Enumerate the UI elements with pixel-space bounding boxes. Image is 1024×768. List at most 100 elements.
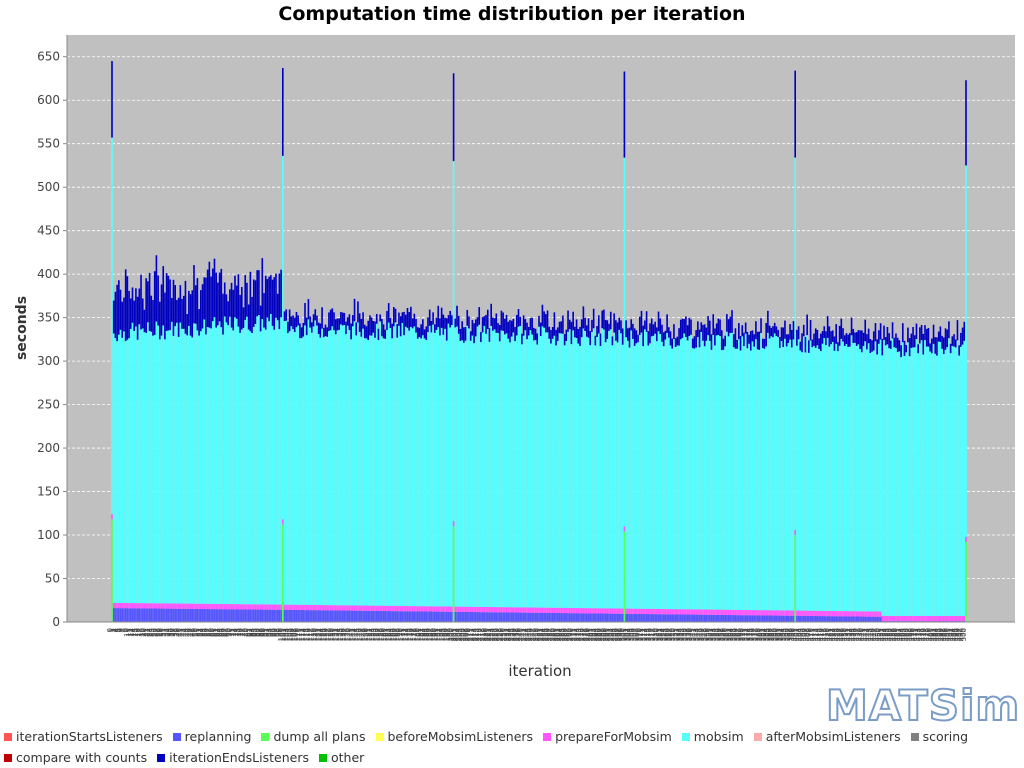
bar-mobsim: [702, 340, 704, 610]
bar-iterationendslisteners: [200, 290, 202, 332]
bar-iterationendslisteners: [642, 325, 644, 347]
bar-iterationendslisteners: [485, 314, 487, 334]
bar-mobsim: [779, 347, 781, 611]
bar-prepareformobsim: [435, 606, 438, 612]
bar-mobsim: [299, 338, 301, 605]
bar-prepareformobsim: [174, 603, 177, 609]
bar-mobsim: [369, 335, 371, 606]
bar-iterationendslisteners: [586, 325, 588, 337]
bar-dump-all-plans: [623, 531, 626, 622]
x-tick-label: 419: [822, 628, 830, 641]
bar-mobsim: [900, 357, 902, 616]
bar-prepareformobsim: [797, 610, 800, 616]
bar-replanning: [172, 608, 175, 622]
bar-mobsim: [741, 336, 744, 610]
bar-iterationendslisteners: [396, 324, 399, 338]
bar-iterationendslisteners: [215, 272, 217, 328]
bar-iterationendslisteners: [526, 322, 528, 340]
bar-replanning: [802, 615, 805, 622]
x-tick-label: 294: [608, 627, 616, 641]
bar-iterationendslisteners: [790, 329, 793, 348]
bar-prepareformobsim: [577, 608, 580, 614]
bar-replanning: [731, 615, 733, 622]
x-tick-label: 344: [694, 627, 702, 641]
bar-mobsim: [835, 343, 838, 612]
bar-mobsim: [722, 349, 725, 610]
bar-prepareformobsim: [352, 605, 354, 611]
bar-mobsim: [953, 346, 955, 616]
bar-prepareformobsim: [218, 603, 221, 610]
bar-prepareformobsim: [425, 606, 428, 612]
bar-mobsim: [367, 340, 370, 606]
bar-mobsim: [358, 331, 361, 606]
x-tick-label: 222: [485, 628, 493, 641]
bar-mobsim: [632, 338, 634, 609]
bar-mobsim: [184, 333, 187, 604]
bar-prepareformobsim: [299, 604, 301, 611]
x-tick-label: 445: [866, 628, 874, 641]
bar-replanning: [644, 614, 646, 622]
bar-mobsim: [563, 345, 566, 608]
x-tick-label: 146: [355, 627, 363, 641]
bar-mobsim: [828, 346, 831, 611]
bar-iterationendslisteners: [700, 322, 703, 332]
bar-iterationendslisteners: [232, 289, 235, 331]
bar-prepareformobsim: [459, 606, 462, 612]
bar-iterationendslisteners: [422, 319, 424, 336]
bar-prepareformobsim: [761, 610, 764, 616]
bar-mobsim: [758, 349, 761, 611]
bar-prepareformobsim: [912, 615, 914, 622]
bar-prepareformobsim: [825, 610, 827, 617]
bar-replanning: [247, 609, 250, 622]
x-tick-label: 84: [249, 627, 257, 636]
bar-iterationendslisteners: [913, 335, 916, 348]
bar-mobsim: [946, 347, 949, 616]
bar-replanning: [763, 615, 766, 622]
bar-iterationendslisteners: [302, 322, 305, 337]
bar-prepareformobsim: [466, 606, 469, 612]
bar-replanning: [715, 614, 718, 622]
bar-prepareformobsim: [784, 610, 786, 616]
bar-iterationendslisteners: [114, 291, 117, 339]
bar-mobsim: [410, 327, 412, 607]
bar-iterationendslisteners: [481, 317, 484, 333]
bar-mobsim: [254, 323, 257, 605]
bar-iterationendslisteners: [852, 328, 855, 343]
bar-mobsim: [661, 341, 663, 610]
bar-replanning: [459, 611, 462, 622]
bar-mobsim: [319, 337, 322, 606]
legend-label: beforeMobsimListeners: [387, 729, 534, 744]
x-tick-label: 190: [431, 628, 439, 641]
bar-mobsim: [316, 325, 318, 606]
bar-iterationendslisteners: [252, 279, 255, 327]
bar-iterationendslisteners: [333, 312, 335, 331]
bar-replanning: [799, 615, 802, 622]
bar-replanning: [862, 616, 865, 622]
x-tick-label: 422: [827, 628, 835, 641]
bar-prepareformobsim: [205, 603, 207, 610]
legend-swatch: [375, 732, 384, 741]
bar-mobsim: [200, 331, 202, 604]
x-tick-label: 424: [830, 627, 838, 641]
bar-iterationendslisteners: [435, 317, 438, 330]
bar-prepareformobsim: [731, 609, 733, 616]
bar-iterationendslisteners: [365, 326, 368, 339]
bar-iterationendslisteners: [126, 276, 129, 340]
y-tick-label: 50: [45, 572, 60, 586]
bar-replanning: [196, 608, 199, 622]
bar-replanning: [486, 612, 489, 622]
bar-replanning: [512, 612, 515, 622]
bar-replanning: [437, 611, 440, 622]
bar-mobsim: [635, 343, 638, 609]
x-tick-label: 370: [738, 628, 746, 641]
bar-mobsim: [352, 326, 354, 606]
bar-iterationendslisteners: [681, 318, 684, 338]
x-tick-label: 288: [598, 628, 606, 641]
bar-iterationendslisteners: [427, 317, 429, 333]
x-tick-label: 353: [709, 628, 717, 641]
bar-replanning: [761, 615, 764, 622]
bar-iterationendslisteners: [924, 325, 926, 341]
bar-replanning: [667, 614, 670, 622]
bar-replanning: [379, 610, 381, 622]
bar-iterationendslisteners: [211, 268, 214, 322]
